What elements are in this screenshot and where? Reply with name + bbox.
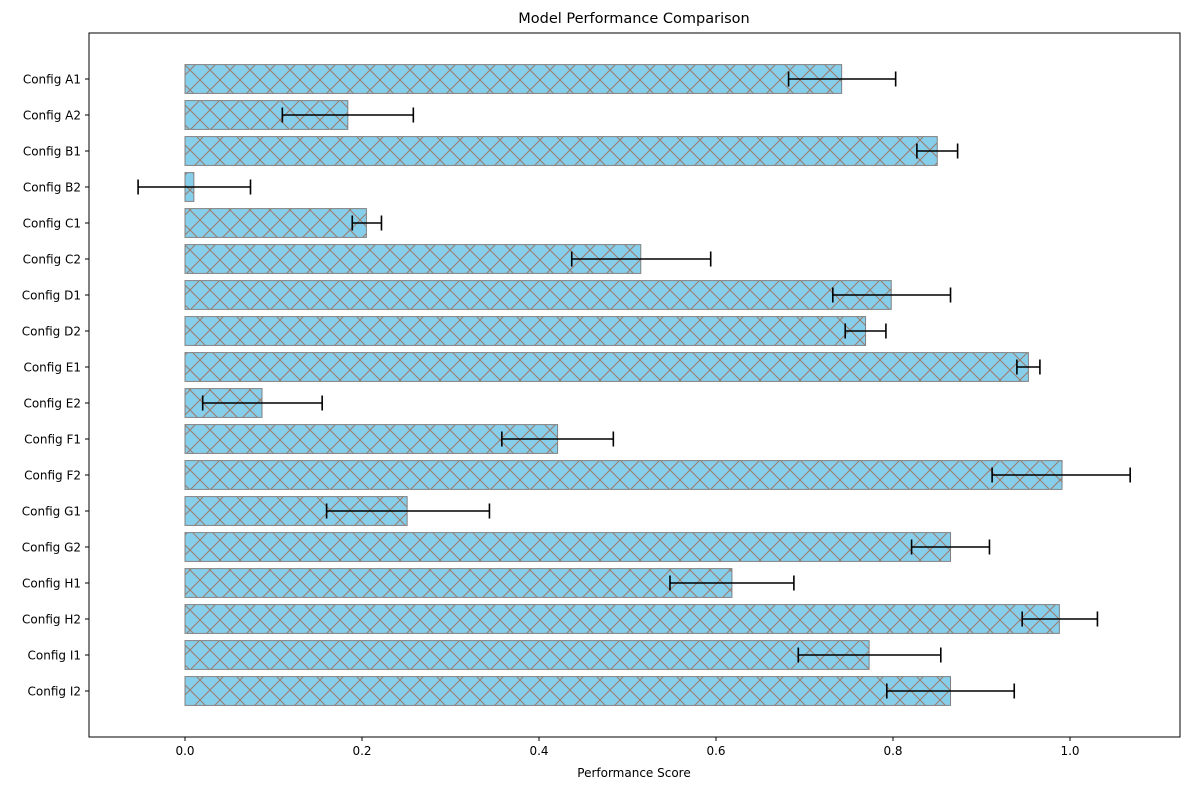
bar-hatch: [184, 316, 867, 346]
x-tick-label: 0.0: [175, 744, 194, 758]
bar-hatch: [184, 244, 642, 274]
y-tick-label: Config C1: [23, 217, 81, 231]
x-tick-label: 0.4: [529, 744, 548, 758]
errorbars-group: [137, 71, 1131, 699]
x-tick-label: 0.6: [706, 744, 725, 758]
bar-hatch: [184, 208, 367, 238]
y-tick-label: Config I2: [28, 685, 82, 699]
y-tick-label: Config E1: [23, 361, 81, 375]
y-axis: Config A1 Config A2 Config B1 Config B2 Conf…: [22, 73, 89, 699]
y-tick-label: Config H1: [22, 577, 81, 591]
chart-title: Model Performance Comparison: [518, 11, 749, 27]
bar-hatch: [184, 280, 892, 310]
x-axis-label: Performance Score: [577, 766, 690, 780]
y-tick-label: Config B1: [23, 145, 81, 159]
y-tick-label: Config F2: [24, 469, 81, 483]
y-tick-label: Config G1: [22, 505, 81, 519]
bar-hatch: [184, 352, 1029, 382]
x-tick-label: 1.0: [1060, 744, 1079, 758]
bar-hatch: [184, 604, 1060, 634]
y-tick-label: Config H2: [22, 613, 81, 627]
bar-hatch: [184, 568, 733, 598]
bar-hatch: [184, 424, 559, 454]
plot-frame: [88, 32, 1181, 738]
y-tick-label: Config G2: [22, 541, 81, 555]
y-tick-label: Config F1: [24, 433, 81, 447]
bar-hatch: [184, 460, 1063, 490]
y-tick-label: Config B2: [23, 181, 81, 195]
x-tick-label: 0.2: [352, 744, 371, 758]
bar-hatch: [184, 640, 870, 670]
y-tick-label: Config D2: [22, 325, 81, 339]
bar-hatch: [184, 64, 843, 94]
y-tick-label: Config D1: [22, 289, 81, 303]
x-axis: 0.0 0.2 0.4 0.6 0.8 1.0: [175, 737, 1080, 758]
bars-group: [184, 64, 1063, 706]
y-tick-label: Config I1: [28, 649, 82, 663]
bar-hatch: [184, 532, 952, 562]
x-tick-label: 0.8: [883, 744, 902, 758]
y-tick-label: Config A1: [23, 73, 81, 87]
y-tick-label: Config C2: [23, 253, 81, 267]
y-tick-label: Config E2: [23, 397, 81, 411]
bar-hatch: [184, 136, 938, 166]
bar-hatch: [184, 676, 952, 706]
y-tick-label: Config A2: [23, 109, 81, 123]
